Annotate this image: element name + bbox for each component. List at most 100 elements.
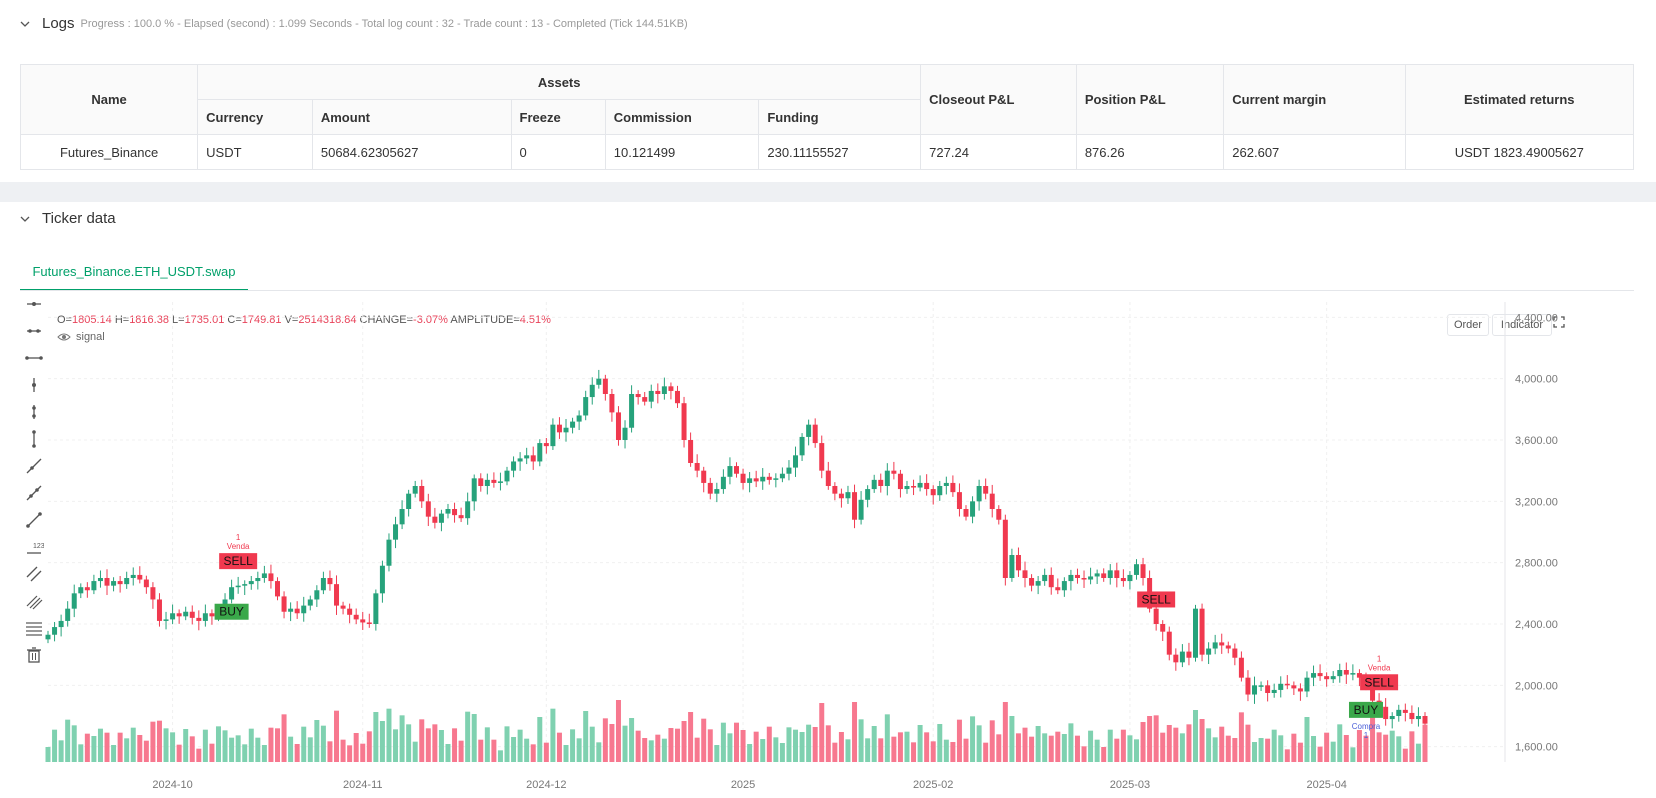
candlestick-chart[interactable]: 4,400.00 4,000.00 3,600.00 3,200.00 2,800.00… [0, 302, 1656, 798]
trend-segment-icon[interactable] [24, 510, 44, 530]
sell-signal-box [1360, 674, 1399, 691]
y-tick-label: 3,200.00 [1515, 496, 1558, 508]
buy-signal-box [1348, 701, 1383, 718]
candle-body [897, 473, 903, 490]
volume-bar [1055, 731, 1061, 762]
candle-body [1015, 555, 1021, 571]
candle-body [275, 581, 280, 597]
chevron-down-icon[interactable] [20, 19, 30, 29]
candle-body [91, 581, 97, 591]
candle-body [353, 614, 359, 620]
indicator-button[interactable]: Indicator [1492, 314, 1552, 336]
volume-bar [701, 718, 707, 762]
buy-signal-text: BUY [1354, 703, 1379, 717]
sell-signal-qty: 1 [236, 533, 241, 542]
candle-body [445, 509, 451, 514]
volume-bar [556, 732, 562, 762]
svg-text:123: 123 [33, 543, 44, 550]
vertical-segment-icon[interactable] [24, 429, 44, 449]
candle-body [884, 470, 890, 486]
pitchfork-icon[interactable] [24, 591, 44, 611]
logs-header[interactable]: Logs Progress : 100.0 % - Elapsed (secon… [20, 15, 688, 32]
candle-body [878, 479, 884, 486]
cell-closeout: 727.24 [920, 134, 1077, 170]
parallel-channel-icon[interactable] [24, 564, 44, 584]
ticker-header[interactable]: Ticker data [20, 210, 116, 227]
volume-bar [78, 744, 84, 762]
signal-indicator-row[interactable]: signal [57, 331, 105, 343]
cell-freeze: 0 [510, 134, 606, 170]
candle-body [576, 415, 582, 422]
candle-body [1343, 670, 1349, 675]
volume-bar [950, 742, 956, 762]
volume-bar [222, 730, 228, 762]
candle-body [235, 585, 241, 588]
candle-body [602, 378, 608, 394]
volume-bar [878, 738, 884, 762]
candle-body [170, 613, 176, 620]
trash-icon[interactable] [24, 645, 44, 665]
vertical-ray-icon[interactable] [24, 375, 44, 395]
candle-body [845, 492, 851, 499]
volume-bar [314, 720, 320, 762]
volume-bar [347, 745, 353, 762]
candle-body [1088, 576, 1094, 580]
volume-bar [1258, 738, 1264, 762]
volume-bar [294, 744, 300, 762]
candle-body [537, 443, 543, 462]
volume-bar [858, 719, 864, 762]
volume-bar [622, 725, 628, 762]
volume-bar [1317, 746, 1323, 762]
horizontal-line-icon[interactable] [24, 321, 44, 341]
vertical-line-icon[interactable] [24, 402, 44, 422]
candle-body [183, 611, 189, 617]
volume-bar [229, 737, 235, 762]
volume-bar [976, 725, 982, 762]
fullscreen-icon[interactable] [1552, 315, 1566, 329]
volume-bar [1297, 742, 1303, 762]
candle-body [1094, 573, 1100, 577]
tab-divider [20, 290, 1634, 291]
volume-bar [1094, 739, 1100, 762]
volume-bar [1193, 710, 1198, 762]
candle-body [117, 581, 123, 585]
fibonacci-icon[interactable] [24, 618, 44, 638]
candle-body [491, 479, 497, 483]
volume-bar [1127, 735, 1133, 762]
candle-body [320, 578, 326, 591]
candle-body [1127, 574, 1133, 582]
trend-line-icon[interactable] [24, 483, 44, 503]
volume-bar [530, 744, 536, 762]
tab-eth-usdt-swap[interactable]: Futures_Binance.ETH_USDT.swap [20, 254, 248, 291]
volume-bar [674, 728, 680, 762]
candle-body [150, 587, 156, 600]
volume-bar [943, 739, 949, 762]
volume-bar [84, 733, 90, 762]
candle-body [1160, 624, 1166, 632]
price-label-icon[interactable]: 123 [24, 537, 44, 557]
order-button[interactable]: Order [1447, 314, 1489, 336]
candle-body [1206, 648, 1212, 655]
candle-body [720, 476, 726, 490]
horizontal-ray-icon[interactable] [24, 294, 44, 314]
volume-bar [104, 732, 110, 762]
candle-body [130, 574, 136, 578]
volume-bar [517, 729, 523, 762]
candle-body [111, 581, 117, 586]
volume-bar [917, 725, 923, 762]
x-tick-label: 2025-03 [1110, 779, 1150, 791]
logs-title: Logs [42, 15, 75, 32]
candle-body [458, 515, 464, 519]
volume-bar [1160, 732, 1166, 762]
eye-icon[interactable] [57, 332, 71, 342]
volume-bar [734, 722, 739, 762]
chevron-down-icon[interactable] [20, 214, 30, 224]
trend-ray-icon[interactable] [24, 456, 44, 476]
volume-bar [871, 726, 877, 762]
candle-body [1284, 683, 1290, 686]
horizontal-segment-icon[interactable] [24, 348, 44, 368]
y-tick-label: 3,600.00 [1515, 435, 1558, 447]
volume-bar [143, 740, 149, 762]
y-tick-label: 2,400.00 [1515, 619, 1558, 631]
candle-body [1370, 685, 1376, 701]
